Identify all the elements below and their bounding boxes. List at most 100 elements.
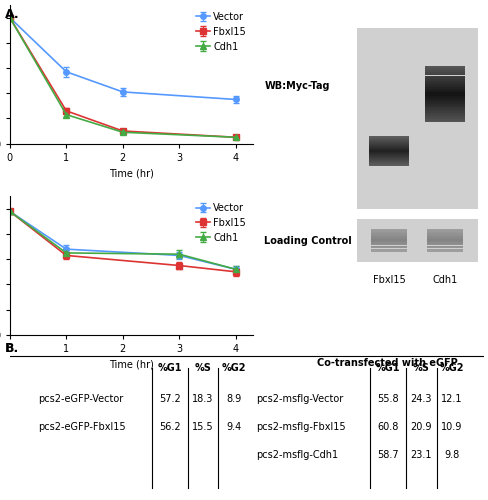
Text: %G1: %G1 <box>157 364 182 374</box>
Bar <box>426 246 462 247</box>
Bar <box>426 250 462 252</box>
Bar <box>424 74 464 76</box>
Bar <box>370 235 407 236</box>
Bar <box>368 145 408 146</box>
Bar <box>424 76 464 78</box>
Bar <box>370 232 407 233</box>
Bar <box>368 161 408 162</box>
Text: %G1: %G1 <box>375 364 400 374</box>
Bar <box>424 72 464 74</box>
Bar <box>426 248 462 250</box>
Bar <box>368 141 408 142</box>
Text: pcs2-msflg-Fbxl15: pcs2-msflg-Fbxl15 <box>256 422 346 432</box>
Text: Co-transfected with eGFP: Co-transfected with eGFP <box>316 358 457 368</box>
Bar <box>368 164 408 165</box>
Text: %G2: %G2 <box>221 364 245 374</box>
Bar <box>426 247 462 248</box>
Text: Fbxl15: Fbxl15 <box>372 276 405 285</box>
Bar <box>368 159 408 160</box>
Bar <box>424 83 464 85</box>
Bar <box>424 80 464 81</box>
Text: 55.8: 55.8 <box>376 394 398 404</box>
Legend: Vector, Fbxl15, Cdh1: Vector, Fbxl15, Cdh1 <box>193 10 247 54</box>
Bar <box>424 110 464 111</box>
Text: 9.8: 9.8 <box>444 450 459 460</box>
Text: 56.2: 56.2 <box>159 422 180 432</box>
Bar <box>368 151 408 152</box>
Bar <box>370 228 407 230</box>
Text: pcs2-eGFP-Vector: pcs2-eGFP-Vector <box>38 394 123 404</box>
X-axis label: Time (hr): Time (hr) <box>109 168 153 178</box>
Bar <box>424 90 464 92</box>
Bar <box>356 220 477 262</box>
Text: 12.1: 12.1 <box>441 394 462 404</box>
Text: WB:Myc-Tag: WB:Myc-Tag <box>264 81 329 91</box>
Bar <box>426 241 462 242</box>
Bar <box>368 147 408 148</box>
Legend: Vector, Fbxl15, Cdh1: Vector, Fbxl15, Cdh1 <box>193 201 247 244</box>
Text: 10.9: 10.9 <box>441 422 462 432</box>
Bar <box>424 104 464 106</box>
Bar <box>368 154 408 155</box>
Text: 58.7: 58.7 <box>376 450 398 460</box>
Text: %S: %S <box>194 364 211 374</box>
Bar <box>426 232 462 233</box>
Bar <box>426 228 462 230</box>
Bar <box>370 242 407 244</box>
Bar <box>370 236 407 238</box>
Bar <box>424 100 464 102</box>
Bar <box>426 244 462 246</box>
Bar <box>424 117 464 118</box>
Bar <box>424 92 464 94</box>
Text: 60.8: 60.8 <box>377 422 398 432</box>
Bar <box>368 136 408 137</box>
Bar <box>368 139 408 140</box>
Bar <box>426 235 462 236</box>
Bar <box>424 85 464 87</box>
Text: 24.3: 24.3 <box>409 394 431 404</box>
Text: pcs2-msflg-Cdh1: pcs2-msflg-Cdh1 <box>256 450 338 460</box>
Bar <box>368 158 408 159</box>
Bar <box>424 94 464 96</box>
Text: B.: B. <box>5 342 19 355</box>
Bar <box>368 150 408 151</box>
Bar <box>356 28 477 210</box>
Bar <box>368 157 408 158</box>
Bar <box>370 238 407 240</box>
Bar <box>370 241 407 242</box>
Text: 20.9: 20.9 <box>409 422 431 432</box>
Text: 23.1: 23.1 <box>409 450 431 460</box>
Text: %S: %S <box>412 364 429 374</box>
Bar <box>368 138 408 139</box>
Bar <box>368 142 408 143</box>
Bar <box>426 230 462 232</box>
Text: 57.2: 57.2 <box>159 394 181 404</box>
Bar <box>424 115 464 117</box>
Bar <box>368 153 408 154</box>
Bar <box>424 88 464 90</box>
Text: 15.5: 15.5 <box>192 422 213 432</box>
Bar <box>424 78 464 80</box>
Bar <box>424 87 464 88</box>
Bar <box>368 162 408 163</box>
Bar <box>370 247 407 248</box>
Bar <box>368 137 408 138</box>
Text: %G2: %G2 <box>439 364 464 374</box>
Bar <box>426 236 462 238</box>
Bar <box>424 106 464 108</box>
Bar <box>426 238 462 240</box>
Bar <box>370 244 407 246</box>
Bar <box>424 70 464 71</box>
Text: Loading Control: Loading Control <box>264 236 351 246</box>
Bar <box>424 68 464 70</box>
Bar <box>368 156 408 157</box>
Bar <box>424 120 464 122</box>
Bar <box>370 246 407 247</box>
Bar <box>368 160 408 161</box>
Bar <box>368 165 408 166</box>
Bar <box>368 155 408 156</box>
Bar <box>370 250 407 252</box>
Bar <box>368 149 408 150</box>
Bar <box>370 240 407 241</box>
Text: Cdh1: Cdh1 <box>431 276 457 285</box>
